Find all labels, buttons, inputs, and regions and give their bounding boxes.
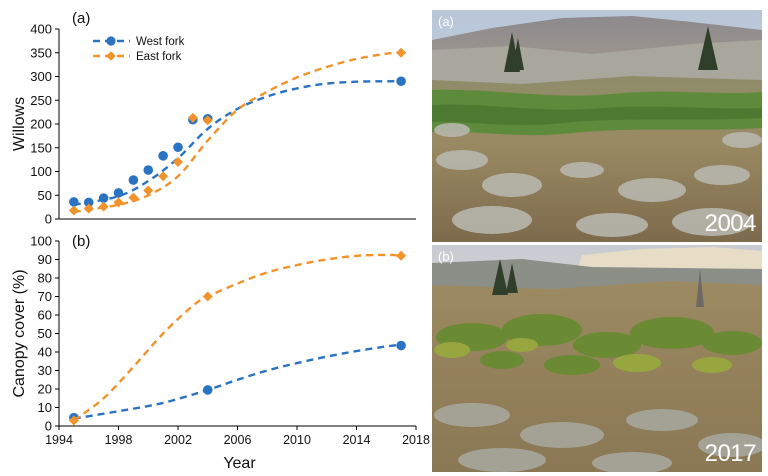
data-point-east-fork	[83, 203, 94, 214]
x-tick-label: 2006	[224, 433, 252, 447]
legend-marker-west-fork	[106, 36, 116, 46]
y-tick-label: 250	[30, 93, 52, 108]
data-point-east-fork	[113, 197, 124, 208]
data-point-east-fork	[128, 192, 139, 203]
x-tick-label: 2014	[343, 433, 371, 447]
landscape-image-2004	[432, 10, 762, 242]
y-tick-label: 0	[45, 212, 52, 227]
y-tick-label: 30	[38, 363, 52, 378]
y-tick-label: 10	[38, 400, 52, 415]
panel-label: (b)	[72, 233, 90, 250]
x-tick-label: 2002	[164, 433, 192, 447]
y-axis-title: Canopy cover (%)	[11, 269, 28, 397]
data-point-east-fork	[68, 415, 79, 426]
y-tick-label: 0	[45, 419, 52, 434]
data-point-east-fork	[98, 201, 109, 212]
data-point-east-fork	[202, 291, 213, 302]
data-point-east-fork	[202, 115, 213, 126]
data-point-east-fork	[143, 185, 154, 196]
data-point-west-fork	[69, 197, 79, 207]
data-point-west-fork	[98, 193, 109, 203]
x-tick-label: 2010	[283, 433, 311, 447]
y-tick-label: 200	[30, 117, 52, 132]
data-point-west-fork	[128, 175, 139, 185]
data-point-west-fork	[173, 142, 183, 153]
y-tick-label: 90	[38, 252, 52, 267]
y-axis-title: Willows	[11, 97, 28, 151]
trend-line-west-fork	[73, 343, 402, 420]
data-point-east-fork	[68, 205, 79, 216]
photo-2017-year: 2017	[704, 440, 757, 467]
data-point-west-fork	[202, 385, 213, 395]
y-tick-label: 100	[30, 234, 52, 249]
y-tick-label: 400	[30, 22, 52, 37]
data-point-west-fork	[83, 197, 94, 208]
photo-2004: (a) 2004	[432, 10, 762, 242]
y-tick-label: 100	[30, 164, 52, 179]
data-point-east-fork	[187, 112, 198, 123]
data-point-west-fork	[396, 340, 406, 351]
photo-2017: (b) 2017	[432, 245, 762, 472]
data-point-west-fork	[396, 76, 406, 87]
data-point-east-fork	[158, 171, 169, 182]
x-tick-label: 2018	[402, 433, 430, 447]
y-tick-label: 70	[38, 289, 52, 304]
x-tick-label: 1994	[45, 433, 73, 447]
panel-label: (a)	[72, 10, 90, 27]
y-tick-label: 300	[30, 69, 52, 84]
data-point-west-fork	[113, 188, 124, 198]
trend-line-west-fork	[73, 80, 402, 206]
data-point-west-fork	[158, 151, 168, 161]
trend-line-east-fork	[73, 253, 402, 422]
data-point-west-fork	[143, 165, 154, 175]
y-tick-label: 50	[38, 326, 52, 341]
y-tick-label: 350	[30, 45, 52, 60]
y-tick-label: 80	[38, 271, 52, 286]
data-point-east-fork	[396, 47, 407, 58]
data-point-east-fork	[396, 250, 407, 261]
x-axis-title: Year	[223, 455, 256, 472]
x-tick-label: 1998	[105, 433, 133, 447]
y-tick-label: 150	[30, 140, 52, 155]
y-tick-label: 40	[38, 345, 52, 360]
legend-marker-east-fork	[106, 51, 116, 61]
photo-2004-panel-label: (a)	[438, 14, 454, 29]
trend-line-east-fork	[73, 51, 402, 214]
data-point-east-fork	[173, 157, 183, 167]
photo-2004-year: 2004	[704, 210, 757, 237]
legend-label: East fork	[136, 51, 182, 63]
landscape-image-2017	[432, 245, 762, 472]
photo-2017-panel-label: (b)	[438, 249, 454, 264]
y-tick-label: 20	[38, 382, 52, 397]
legend-label: West fork	[136, 36, 185, 48]
y-tick-label: 50	[38, 188, 52, 203]
y-tick-label: 60	[38, 308, 52, 323]
